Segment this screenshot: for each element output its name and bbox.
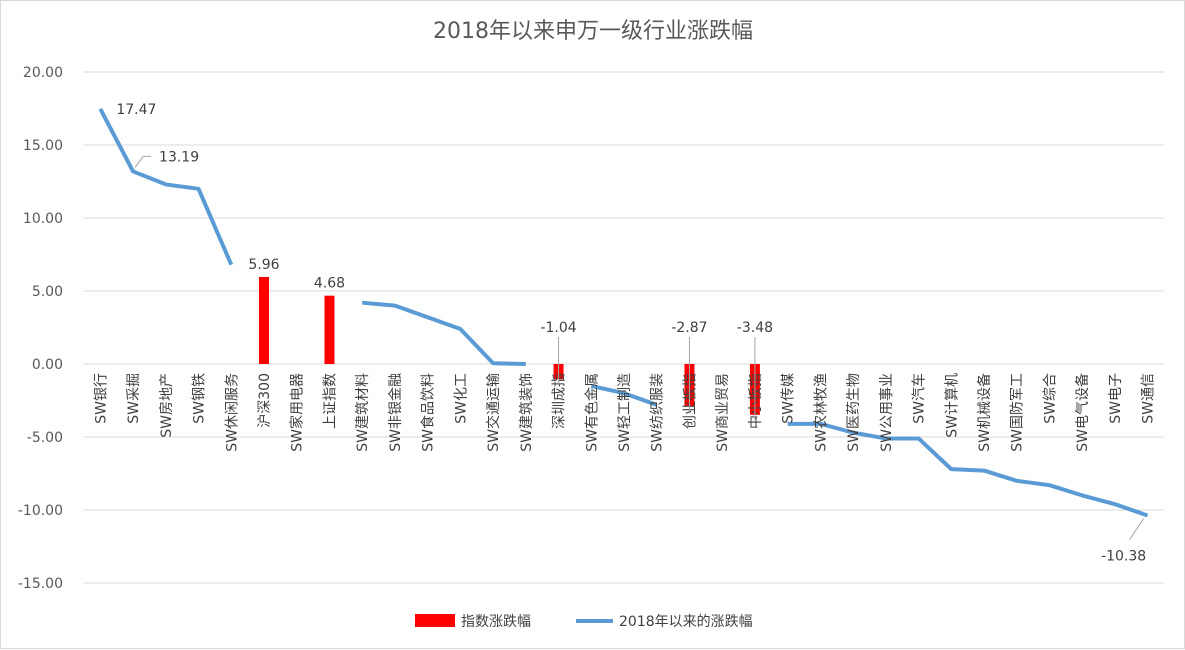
category-label: SW传媒 (781, 373, 797, 424)
category-label: SW建筑材料 (355, 373, 371, 452)
category-label: SW农林牧渔 (813, 373, 829, 452)
line-segment (98, 108, 234, 266)
data-label: -10.38 (1101, 549, 1146, 565)
category-label: SW房地产 (159, 373, 175, 438)
category-labels: SW银行 SW采掘 SW房地产 SW钢铁 SW休闲服务 沪深300 SW家用电器 上证指数 SW… (93, 373, 1156, 452)
category-label: SW国防军工 (1010, 373, 1026, 452)
leader-line (134, 155, 152, 168)
y-tick-label: 0.00 (32, 357, 63, 373)
category-label: SW纺织服装 (650, 373, 666, 452)
data-label: -3.48 (737, 320, 773, 336)
category-label: SW食品饮料 (420, 373, 437, 452)
data-label: -1.04 (540, 320, 576, 336)
line-series (98, 108, 1149, 518)
category-label: SW采掘 (126, 373, 142, 424)
y-tick-label: 5.00 (32, 284, 63, 300)
category-label: SW机械设备 (976, 373, 993, 452)
legend-label-line: 2018年以来的涨跌幅 (619, 614, 753, 630)
data-label: 13.19 (159, 149, 199, 165)
category-label: SW家用电器 (289, 373, 306, 452)
category-label: SW电气设备 (1074, 373, 1091, 452)
line-segment (787, 421, 1149, 518)
line-segment (590, 383, 658, 407)
category-label: SW交通运输 (485, 373, 502, 452)
data-label: 4.68 (314, 276, 345, 292)
legend: 指数涨跌幅 2018年以来的涨跌幅 (415, 614, 753, 630)
y-axis-ticks: -15.00 -10.00 -5.00 0.00 5.00 10.00 15.00 20.00 (18, 65, 63, 592)
category-label: SW休闲服务 (224, 373, 240, 452)
category-label: 中小板指 (748, 373, 764, 429)
data-label: 17.47 (116, 102, 156, 118)
category-label: SW综合 (1042, 373, 1058, 424)
gridlines (84, 71, 1164, 584)
chart-title: 2018年以来申万一级行业涨跌幅 (433, 19, 753, 44)
y-tick-label: 20.00 (23, 65, 63, 81)
legend-label-bar: 指数涨跌幅 (461, 614, 531, 630)
line-segment (362, 300, 526, 366)
category-label: SW轻工制造 (617, 373, 633, 452)
bar (324, 295, 335, 364)
category-label: SW钢铁 (192, 373, 208, 424)
category-label: SW医药生物 (846, 373, 862, 452)
category-label: 沪深300 (257, 373, 273, 428)
bar (259, 276, 269, 364)
leader-line (1129, 518, 1145, 540)
category-label: SW商业贸易 (715, 373, 731, 452)
category-label: SW汽车 (911, 373, 928, 424)
y-tick-label: 10.00 (23, 211, 63, 227)
category-label: 深圳成指 (552, 373, 568, 429)
legend-swatch-bar (415, 614, 455, 627)
data-label: 5.96 (248, 257, 279, 273)
category-label: SW银行 (93, 373, 109, 424)
y-tick-label: -10.00 (18, 503, 63, 519)
category-label: SW有色金属 (583, 373, 600, 452)
category-label: SW化工 (453, 373, 469, 424)
data-labels: 17.47 13.19 5.96 4.68 -1.04 -2.87 -3.48 -10.38 (116, 102, 1146, 565)
y-tick-label: 15.00 (23, 138, 63, 154)
category-label: 上证指数 (322, 373, 338, 429)
category-label: SW电子 (1108, 373, 1124, 424)
y-tick-label: -5.00 (27, 430, 63, 446)
category-label: SW计算机 (944, 373, 960, 438)
category-label: SW公用事业 (879, 373, 895, 452)
data-label: -2.87 (671, 320, 707, 336)
category-label: 创业板指 (682, 373, 698, 429)
y-tick-label: -15.00 (18, 576, 63, 592)
category-label: SW建筑装饰 (519, 373, 535, 452)
category-label: SW通信 (1141, 373, 1157, 424)
category-label: SW非银金融 (388, 373, 404, 452)
